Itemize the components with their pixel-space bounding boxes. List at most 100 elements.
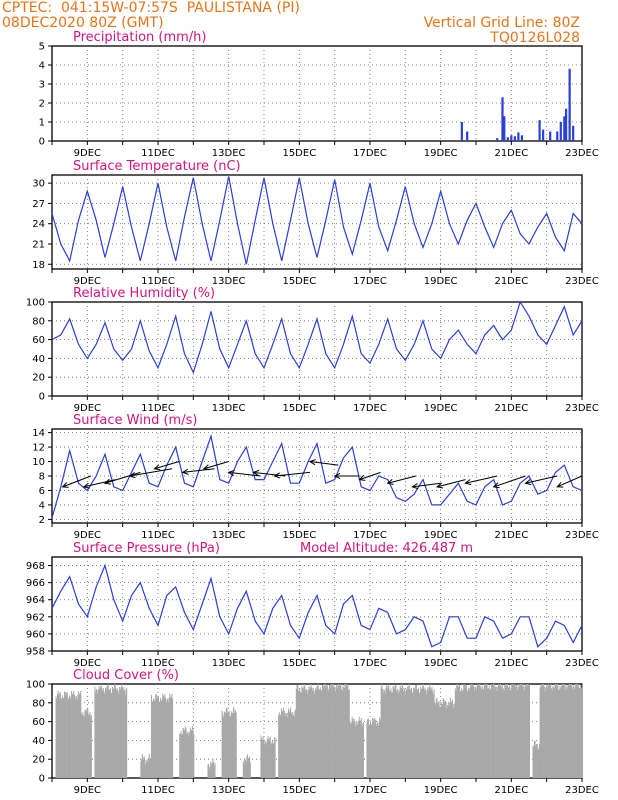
cloud-bar	[434, 702, 436, 778]
cloud-bar	[538, 744, 540, 778]
cloud-bar	[107, 684, 109, 778]
cloud-bar	[477, 684, 479, 778]
cloud-bar	[214, 763, 216, 778]
cloud-bar	[342, 685, 344, 778]
cloud-bar	[442, 698, 444, 778]
cloud-bar	[98, 685, 100, 778]
cloud-bar	[543, 684, 545, 778]
cloud-bar	[344, 684, 346, 778]
cloud-bar	[442, 704, 444, 778]
cloud-bar	[87, 708, 89, 778]
cloud-bar	[572, 689, 574, 778]
cloud-bar	[367, 718, 369, 778]
cloud-bar	[445, 702, 447, 778]
cloud-bar	[291, 715, 293, 778]
cloud-bar	[248, 757, 250, 778]
cloud-bar	[564, 684, 566, 778]
cloud-bar	[417, 689, 419, 778]
cloud-bar	[543, 686, 545, 778]
cloud-bar	[340, 684, 342, 778]
humidity-ytick-label: 60	[32, 335, 45, 346]
humidity-xtick-label: 21DEC	[494, 403, 528, 414]
cloud-bar	[102, 688, 104, 778]
precip-ytick-label: 3	[39, 80, 45, 91]
cloud-bar	[425, 694, 427, 778]
cloud-bar	[71, 691, 73, 778]
cloud-bar	[297, 684, 299, 778]
cloud-bar	[95, 691, 97, 778]
cloud-bar	[210, 761, 212, 778]
cloud-bar	[443, 699, 445, 778]
cloud-bar	[208, 763, 210, 778]
precip-bar	[556, 131, 559, 141]
cloud-bar	[567, 684, 569, 778]
cloud-bar	[226, 707, 228, 778]
cloud-bar	[529, 685, 531, 778]
cloud-bar	[517, 687, 519, 778]
cloud-bar	[335, 687, 337, 778]
wind-arrow-shaft	[228, 471, 261, 477]
cloud-bar	[80, 713, 82, 778]
cloud-bar	[225, 708, 227, 778]
cloud-ytick-label: 80	[32, 698, 45, 709]
cloud-bar	[247, 759, 249, 778]
cloud-bar	[273, 737, 275, 778]
cloud-bar	[290, 712, 292, 778]
cloud-bar	[463, 684, 465, 778]
cloud-bar	[554, 684, 556, 778]
cloud-bar	[496, 691, 498, 778]
wind-ytick-label: 14	[32, 428, 45, 439]
cloud-bar	[562, 684, 564, 778]
cloud-bar	[302, 687, 304, 778]
cloud-bar	[403, 688, 405, 778]
cloud-bar	[378, 722, 380, 778]
precip-bar	[503, 116, 506, 141]
cloud-bar	[538, 748, 540, 778]
cloud-bar	[271, 740, 273, 778]
pressure-series-line	[51, 563, 583, 648]
cloud-bar	[492, 684, 494, 778]
cloud-bar	[409, 689, 411, 778]
cloud-bar	[141, 753, 143, 778]
cloud-bar	[341, 688, 343, 778]
wind-ytick-label: 10	[32, 457, 45, 468]
cloud-bar	[495, 686, 497, 778]
cloud-bar	[515, 684, 517, 778]
cloud-bar	[330, 685, 332, 778]
cloud-ytick-label: 0	[39, 774, 45, 785]
cloud-bar	[565, 689, 567, 778]
cloud-bar	[420, 687, 422, 778]
cloud-bar	[440, 702, 442, 778]
pressure-xtick-label: 9DEC	[74, 658, 101, 669]
cloud-ytick-label: 60	[32, 717, 45, 728]
cloud-bar	[380, 687, 382, 778]
precip-xtick-label: 9DEC	[74, 148, 101, 159]
cloud-bar	[336, 688, 338, 778]
cloud-bar	[282, 711, 284, 778]
cloud-bar	[290, 707, 292, 778]
pressure-ytick-label: 964	[26, 595, 45, 606]
cloud-bar	[499, 684, 501, 778]
cloud-bar	[120, 687, 122, 778]
cloud-bar	[420, 689, 422, 778]
wind-arrow-head	[358, 475, 366, 481]
cloud-bar	[451, 699, 453, 778]
cloud-bar	[101, 688, 103, 778]
cloud-bar	[113, 688, 115, 778]
pressure-ytick-label: 966	[26, 578, 45, 589]
cloud-bar	[331, 684, 333, 778]
cloud-bar	[333, 684, 335, 778]
cloud-bar	[94, 686, 96, 778]
cloud-bar	[260, 735, 262, 778]
cloud-bar	[368, 724, 370, 778]
cloud-bar	[292, 712, 294, 778]
temperature-series-line	[51, 176, 583, 265]
cloud-bar	[568, 684, 570, 778]
cloud-bar	[510, 689, 512, 778]
cloud-bar	[582, 684, 584, 778]
cloud-bar	[424, 687, 426, 778]
pressure-xtick-label: 19DEC	[424, 658, 458, 669]
cloud-bar	[158, 695, 160, 778]
cloud-bar	[528, 685, 530, 778]
cloud-bar	[294, 710, 296, 778]
